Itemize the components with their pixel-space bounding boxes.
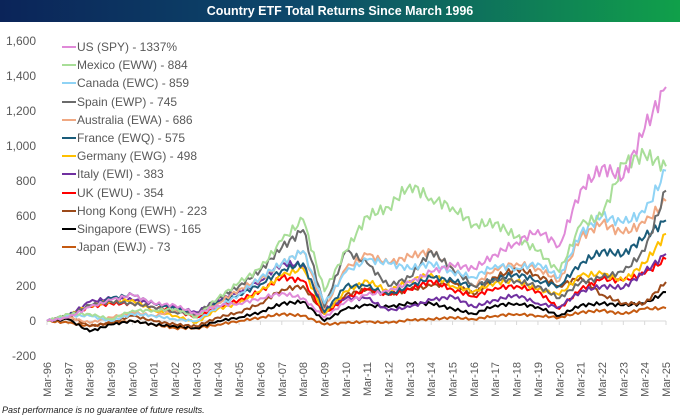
x-tick-label: Mar-20 [554, 362, 566, 397]
legend-swatch [62, 191, 76, 194]
x-tick-label: Mar-03 [191, 362, 203, 397]
x-tick-label: Mar-99 [106, 362, 118, 397]
x-tick-label: Mar-17 [490, 362, 502, 397]
legend-label: Japan (EWJ) - 73 [77, 240, 171, 255]
x-tick-label: Mar-13 [405, 362, 417, 397]
x-tick-label: Mar-15 [448, 362, 460, 397]
legend-item: Spain (EWP) - 745 [62, 93, 207, 111]
legend-swatch [62, 173, 76, 176]
x-tick-label: Mar-07 [277, 362, 289, 397]
x-tick-label: Mar-98 [85, 362, 97, 397]
x-tick-label: Mar-06 [255, 362, 267, 397]
legend-label: US (SPY) - 1337% [77, 40, 178, 55]
x-tick-label: Mar-16 [469, 362, 481, 397]
legend-label: Hong Kong (EWH) - 223 [77, 203, 208, 218]
legend-label: Canada (EWC) - 859 [77, 76, 190, 91]
x-tick-label: Mar-02 [170, 362, 182, 397]
legend-item: UK (EWU) - 354 [62, 184, 207, 202]
legend-item: Canada (EWC) - 859 [62, 74, 207, 92]
y-tick-label: 1,000 [6, 139, 36, 153]
legend-label: Italy (EWI) - 383 [77, 167, 164, 182]
x-tick-label: Mar-11 [362, 362, 374, 396]
x-tick-label: Mar-22 [597, 362, 609, 397]
legend-swatch [62, 64, 76, 67]
legend: US (SPY) - 1337% Mexico (EWW) - 884 Canada… [62, 38, 207, 256]
legend-swatch [62, 46, 76, 49]
legend-item: Singapore (EWS) - 165 [62, 220, 207, 238]
chart-title: Country ETF Total Returns Since March 19… [0, 0, 680, 22]
y-tick-label: 1,600 [6, 34, 36, 48]
x-tick-label: Mar-05 [234, 362, 246, 397]
legend-item: Australia (EWA) - 686 [62, 111, 207, 129]
y-tick-label: -200 [12, 349, 36, 363]
legend-label: Singapore (EWS) - 165 [77, 221, 202, 236]
legend-swatch [62, 100, 76, 103]
x-tick-label: Mar-00 [127, 362, 139, 397]
x-tick-label: Mar-23 [618, 362, 630, 397]
legend-item: US (SPY) - 1337% [62, 38, 207, 56]
legend-label: UK (EWU) - 354 [77, 185, 164, 200]
series-line [46, 291, 667, 333]
legend-label: Australia (EWA) - 686 [77, 112, 193, 127]
x-tick-label: Mar-19 [533, 362, 545, 397]
legend-swatch [62, 246, 76, 249]
x-tick-label: Mar-01 [149, 362, 161, 397]
legend-item: France (EWQ) - 575 [62, 129, 207, 147]
y-tick-label: 600 [16, 209, 36, 223]
legend-label: Mexico (EWW) - 884 [77, 58, 188, 73]
legend-swatch [62, 155, 76, 158]
x-tick-label: Mar-24 [640, 362, 652, 397]
y-tick-label: 1,400 [6, 69, 36, 83]
series-line [46, 189, 667, 322]
legend-item: Japan (EWJ) - 73 [62, 238, 207, 256]
y-tick-label: 200 [16, 279, 36, 293]
legend-swatch [62, 227, 76, 230]
x-tick-label: Mar-25 [661, 362, 673, 397]
legend-swatch [62, 118, 76, 121]
legend-swatch [62, 137, 76, 140]
legend-label: France (EWQ) - 575 [77, 131, 186, 146]
x-tick-label: Mar-18 [512, 362, 524, 397]
legend-item: Italy (EWI) - 383 [62, 165, 207, 183]
x-tick-label: Mar-04 [213, 362, 225, 397]
x-tick-label: Mar-97 [63, 362, 75, 397]
series-line [46, 86, 667, 322]
legend-swatch [62, 82, 76, 85]
y-tick-label: 0 [29, 314, 36, 328]
x-tick-label: Mar-12 [384, 362, 396, 397]
legend-item: Germany (EWG) - 498 [62, 147, 207, 165]
legend-label: Germany (EWG) - 498 [77, 149, 198, 164]
x-tick-label: Mar-14 [426, 362, 438, 397]
x-tick-label: Mar-21 [576, 362, 588, 397]
series-line [46, 147, 667, 322]
x-tick-label: Mar-10 [341, 362, 353, 397]
footnote: Past performance is no guarantee of futu… [2, 405, 205, 415]
y-tick-label: 800 [16, 174, 36, 188]
y-tick-label: 1,200 [6, 104, 36, 118]
series-line [46, 169, 667, 323]
x-tick-label: Mar-08 [298, 362, 310, 397]
legend-item: Mexico (EWW) - 884 [62, 56, 207, 74]
x-tick-label: Mar-09 [319, 362, 331, 397]
y-tick-label: 400 [16, 244, 36, 258]
x-tick-label: Mar-96 [42, 362, 54, 397]
legend-label: Spain (EWP) - 745 [77, 94, 178, 109]
legend-item: Hong Kong (EWH) - 223 [62, 202, 207, 220]
legend-swatch [62, 209, 76, 212]
